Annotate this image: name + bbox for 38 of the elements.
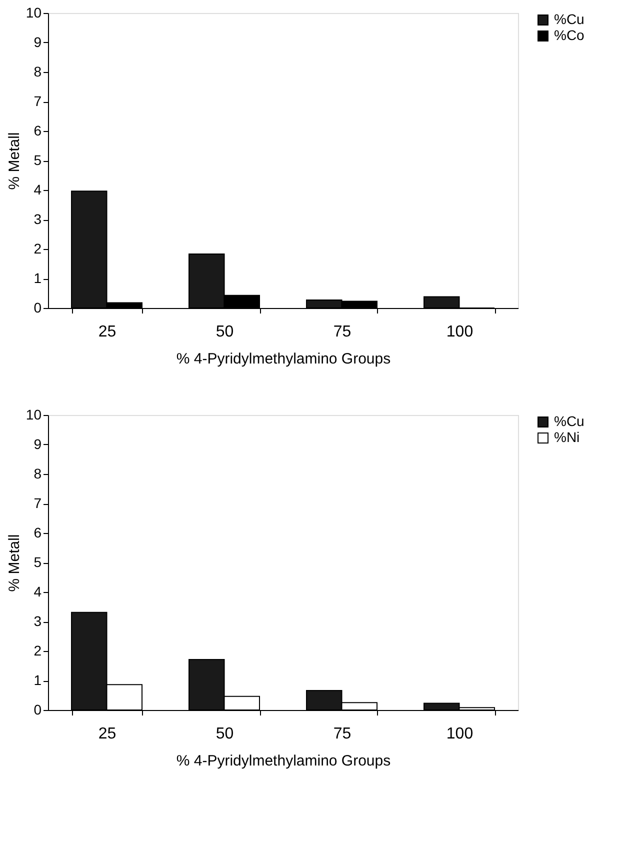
y-tick-label: 4 <box>34 584 42 600</box>
y-tick-label: 8 <box>34 64 42 80</box>
y-axis-title: % Metall <box>6 534 23 592</box>
x-tick-label: 25 <box>98 726 116 742</box>
y-tick-label: 10 <box>26 4 42 20</box>
y-tick-label: 3 <box>34 613 42 629</box>
y-tick-label: 9 <box>34 34 42 50</box>
x-tick-label: 25 <box>98 324 116 340</box>
x-tick-label: 50 <box>216 726 234 742</box>
y-tick-label: 5 <box>34 554 42 570</box>
x-tick-label: 75 <box>333 726 352 742</box>
y-axis-title: % Metall <box>6 132 23 190</box>
y-tick-label: 8 <box>34 466 42 482</box>
legend-label: %Cu <box>554 413 584 429</box>
y-tick-label: 2 <box>34 642 42 658</box>
x-tick-label: 100 <box>446 726 474 742</box>
y-tick-label: 2 <box>34 240 42 256</box>
y-tick-label: 6 <box>34 524 42 540</box>
x-axis-title: % 4-Pyridylmethylamino Groups <box>176 350 391 368</box>
legend-label: %Ni <box>554 429 580 445</box>
y-tick-label: 3 <box>34 211 42 227</box>
legend-label: %Co <box>554 27 585 43</box>
y-tick-label: 10 <box>26 406 42 422</box>
x-tick-label: 50 <box>216 324 234 340</box>
y-tick-label: 7 <box>34 495 42 511</box>
y-tick-label: 7 <box>34 93 42 109</box>
y-tick-label: 6 <box>34 122 42 138</box>
y-tick-label: 5 <box>34 152 42 168</box>
y-tick-label: 1 <box>34 672 42 688</box>
y-tick-label: 1 <box>34 270 42 286</box>
legend-label: %Cu <box>554 11 584 27</box>
y-tick-label: 0 <box>34 702 42 718</box>
x-tick-label: 75 <box>333 324 352 340</box>
y-tick-label: 4 <box>34 182 42 198</box>
y-tick-label: 9 <box>34 436 42 452</box>
y-tick-label: 0 <box>34 300 42 316</box>
x-axis-title: % 4-Pyridylmethylamino Groups <box>176 752 391 770</box>
x-tick-label: 100 <box>446 324 474 340</box>
